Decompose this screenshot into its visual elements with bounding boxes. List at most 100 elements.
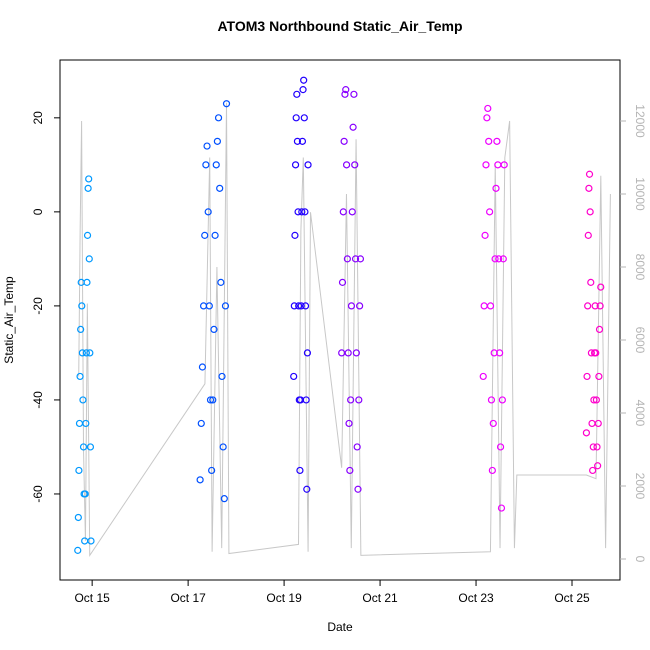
point: [347, 396, 355, 404]
x-tick-label: Oct 25: [554, 591, 590, 605]
point: [298, 137, 307, 145]
point: [591, 302, 599, 310]
point: [202, 161, 210, 169]
point: [300, 76, 308, 84]
point: [297, 302, 305, 310]
point: [205, 302, 213, 310]
point: [585, 170, 594, 178]
point: [349, 123, 357, 131]
y2-tick-label: 6000: [633, 327, 647, 354]
point: [304, 161, 312, 169]
point: [302, 396, 310, 404]
point: [355, 396, 363, 404]
point: [301, 302, 310, 310]
point: [338, 278, 347, 286]
point: [343, 255, 351, 263]
point: [595, 372, 603, 381]
point: [482, 161, 490, 169]
point: [290, 302, 298, 310]
point: [87, 537, 95, 545]
point: [208, 466, 216, 475]
point: [84, 184, 92, 192]
point: [299, 86, 307, 94]
point: [77, 278, 85, 286]
point: [348, 208, 356, 216]
chart-title: ATOM3 Northbound Static_Air_Temp: [217, 18, 462, 34]
point: [83, 231, 92, 239]
point: [220, 495, 228, 503]
y-tick-label: -40: [31, 391, 45, 409]
point: [303, 485, 311, 493]
point: [213, 137, 221, 145]
y2-tick-label: 4000: [633, 400, 647, 427]
point: [492, 184, 500, 192]
point: [217, 278, 225, 286]
point: [497, 504, 506, 512]
point: [78, 349, 86, 357]
point: [582, 429, 591, 437]
point: [300, 114, 308, 122]
point: [594, 419, 602, 428]
point: [76, 372, 84, 381]
point: [484, 104, 492, 113]
y2-tick-label: 10000: [633, 177, 647, 211]
point: [345, 419, 353, 428]
point: [210, 325, 218, 334]
point: [481, 231, 489, 239]
point: [487, 396, 496, 404]
point: [596, 302, 604, 310]
y2-tick-label: 8000: [633, 254, 647, 281]
point: [81, 490, 89, 498]
point: [293, 137, 302, 145]
point: [590, 396, 598, 404]
point: [491, 255, 499, 263]
point: [597, 283, 605, 291]
x-tick-label: Oct 15: [74, 591, 110, 605]
plot-frame: [59, 59, 621, 581]
point: [350, 90, 358, 98]
point: [589, 466, 597, 475]
point: [340, 137, 348, 145]
point: [219, 443, 227, 451]
point: [483, 114, 491, 122]
point: [496, 443, 505, 451]
point: [197, 419, 205, 428]
point: [342, 86, 350, 94]
point: [496, 349, 504, 357]
point: [592, 396, 600, 404]
point: [485, 137, 493, 145]
point: [85, 255, 93, 263]
point: [294, 208, 302, 216]
point: [356, 302, 364, 310]
point: [479, 372, 487, 381]
point: [499, 255, 507, 263]
point: [500, 161, 508, 169]
point: [588, 419, 596, 428]
point: [584, 302, 592, 310]
point: [196, 476, 204, 484]
point: [218, 372, 226, 381]
point: [79, 443, 88, 451]
point: [198, 363, 207, 371]
point: [585, 184, 593, 192]
point: [584, 231, 592, 239]
point: [495, 255, 503, 263]
y-tick-label: -60: [31, 485, 45, 503]
point: [85, 175, 93, 183]
point: [83, 278, 91, 286]
point: [199, 302, 208, 310]
point: [301, 208, 309, 216]
x-tick-label: Oct 17: [170, 591, 206, 605]
y-tick-label: 20: [31, 111, 45, 125]
point: [292, 114, 300, 122]
point: [493, 137, 501, 145]
x-tick-label: Oct 21: [362, 591, 398, 605]
point: [212, 161, 220, 169]
point: [222, 100, 231, 108]
point: [77, 325, 85, 334]
point: [291, 231, 299, 239]
point: [586, 208, 594, 216]
point: [480, 302, 488, 310]
point: [351, 161, 359, 169]
